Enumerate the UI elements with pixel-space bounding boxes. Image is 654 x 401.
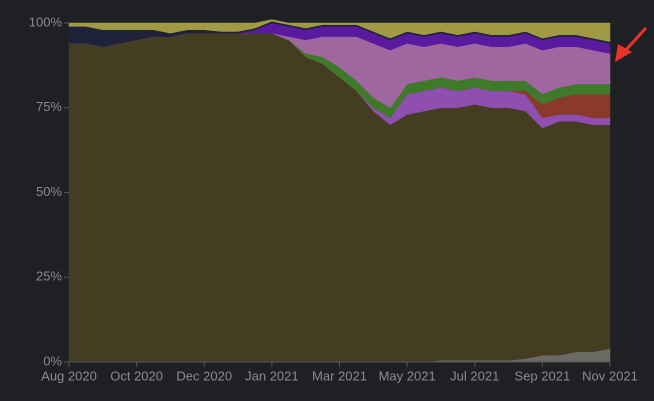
arrow-shaft <box>622 26 648 54</box>
area <box>68 19 611 42</box>
x-tick-label: May 2021 <box>379 368 436 383</box>
x-tick-label: Jul 2021 <box>450 368 499 383</box>
plot-area <box>68 19 611 363</box>
x-tick-label: Jan 2021 <box>245 368 299 383</box>
y-tick-label: 100% <box>29 14 63 29</box>
x-tick-label: Dec 2020 <box>176 368 232 383</box>
x-tick-label: Sep 2021 <box>515 368 571 383</box>
x-tick-label: Mar 2021 <box>312 368 367 383</box>
x-tick-label: Nov 2021 <box>582 368 638 383</box>
y-tick-label: 0% <box>43 353 62 368</box>
y-tick-label: 25% <box>36 269 62 284</box>
x-tick-label: Aug 2020 <box>41 368 97 383</box>
y-tick-label: 75% <box>36 99 62 114</box>
y-tick-label: 50% <box>36 184 62 199</box>
x-tick-label: Oct 2020 <box>110 368 163 383</box>
arrow-head <box>615 44 632 62</box>
annotation-arrow <box>615 26 648 62</box>
